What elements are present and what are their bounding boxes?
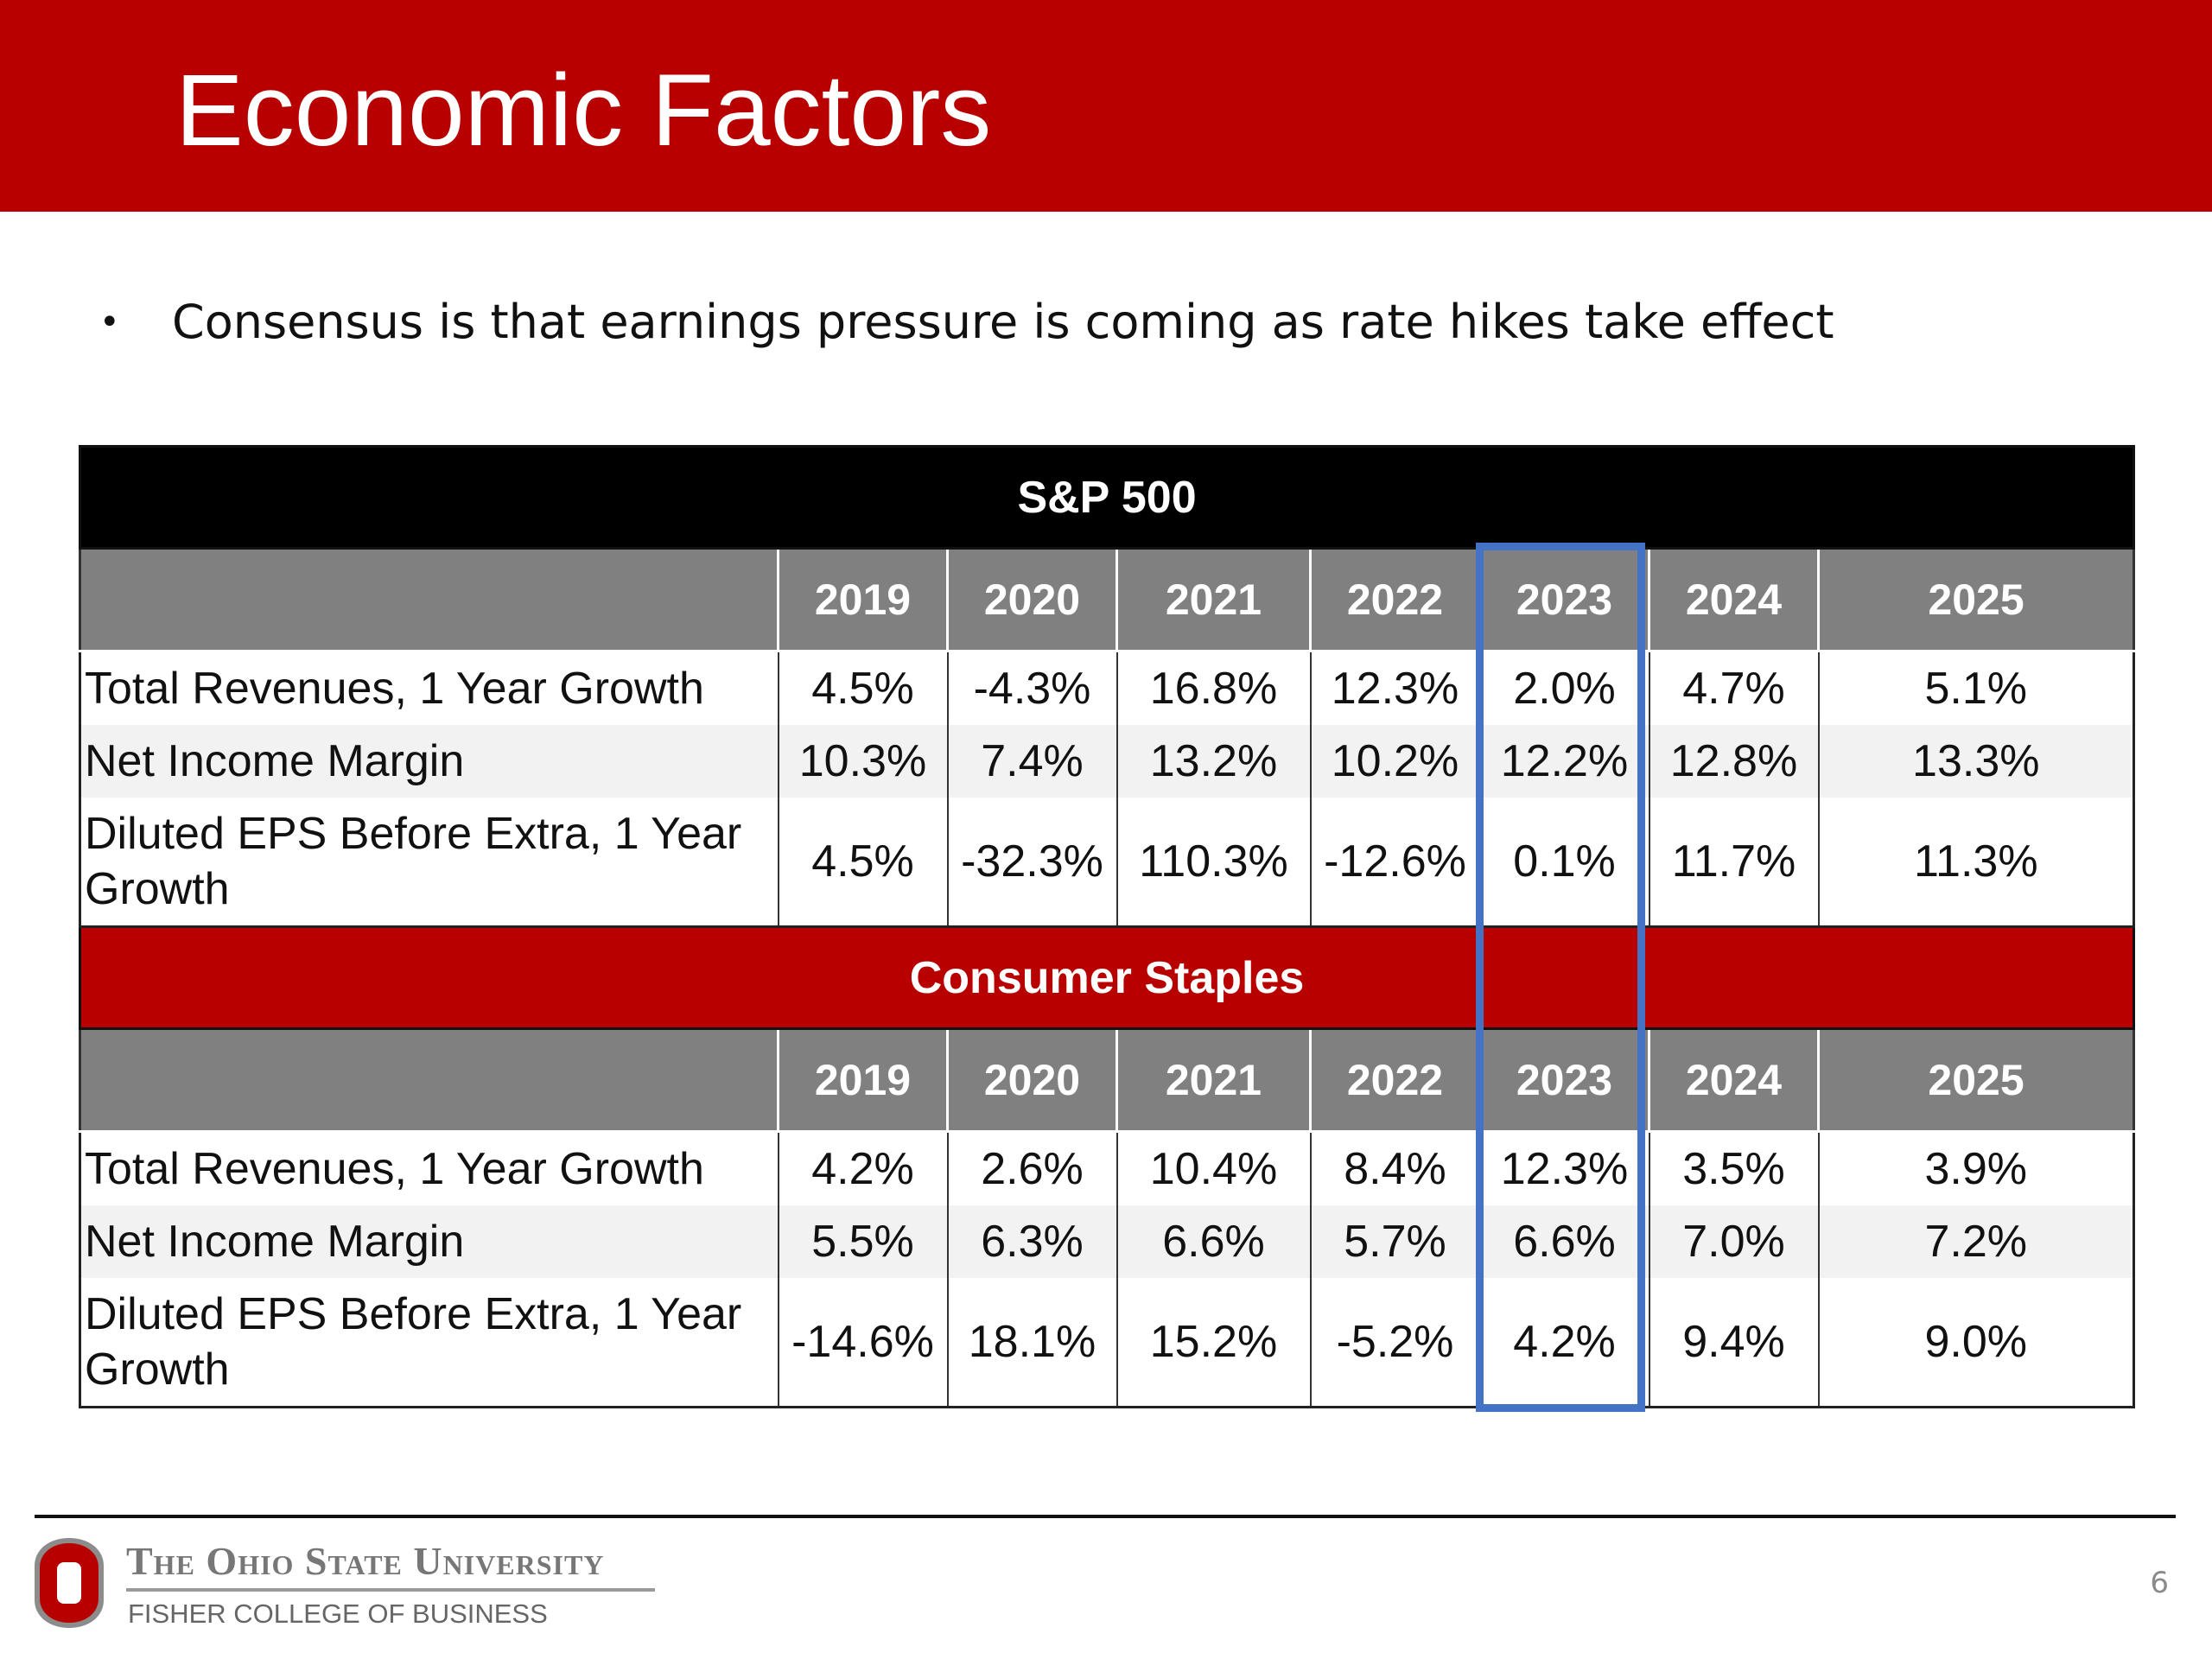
value-cell: 12.3% <box>1309 651 1481 725</box>
value-cell: 10.3% <box>777 725 949 798</box>
value-cell: -4.3% <box>946 651 1118 725</box>
bullet-text: Consensus is that earnings pressure is c… <box>172 295 1834 349</box>
value-cell: 13.3% <box>1817 725 2136 798</box>
row-label: Net Income Margin <box>79 725 779 798</box>
value-cell: 4.2% <box>777 1131 949 1205</box>
section-title: S&P 500 <box>78 445 2136 550</box>
slide-title: Economic Factors <box>175 54 992 168</box>
year-header-row: 2019 2020 2021 2022 2023 2024 2025 <box>79 1027 2136 1133</box>
section-header-row: S&P 500 <box>78 445 2136 550</box>
row-label: Total Revenues, 1 Year Growth <box>79 1131 779 1205</box>
table-row: Total Revenues, 1 Year Growth 4.5% -4.3%… <box>79 651 2136 725</box>
value-cell: 16.8% <box>1116 651 1312 725</box>
value-cell: -32.3% <box>946 798 1118 928</box>
value-cell: 11.7% <box>1648 798 1820 928</box>
year-header: 2025 <box>1816 1027 2136 1133</box>
footer-divider <box>35 1515 2176 1518</box>
year-header: 2021 <box>1116 1027 1312 1133</box>
value-cell: 4.5% <box>777 798 949 928</box>
value-cell: 18.1% <box>946 1278 1118 1408</box>
year-header: 2020 <box>946 547 1118 652</box>
university-name: The Ohio State University <box>126 1539 605 1583</box>
university-name-underline <box>126 1588 655 1592</box>
year-header: 2022 <box>1309 547 1481 652</box>
value-cell: 7.0% <box>1648 1205 1820 1278</box>
year-header: 2023 <box>1478 547 1650 652</box>
value-cell: 0.1% <box>1478 798 1650 928</box>
value-cell: 10.4% <box>1116 1131 1312 1205</box>
year-header-blank <box>79 1027 779 1133</box>
value-cell: 4.2% <box>1478 1278 1650 1408</box>
bullet-point: • Consensus is that earnings pressure is … <box>99 289 1834 355</box>
section-header-row: Consumer Staples <box>78 925 2136 1030</box>
data-table: S&P 500 2019 2020 2021 2022 2023 2024 20… <box>78 445 2136 1408</box>
value-cell: 12.2% <box>1478 725 1650 798</box>
value-cell: 2.0% <box>1478 651 1650 725</box>
value-cell: -5.2% <box>1309 1278 1481 1408</box>
value-cell: 3.9% <box>1817 1131 2136 1205</box>
value-cell: 5.5% <box>777 1205 949 1278</box>
row-label: Total Revenues, 1 Year Growth <box>79 651 779 725</box>
table-row: Diluted EPS Before Extra, 1 Year Growth … <box>79 798 2136 928</box>
year-header: 2022 <box>1309 1027 1481 1133</box>
year-header: 2019 <box>777 547 949 652</box>
year-header: 2024 <box>1648 547 1820 652</box>
row-label: Net Income Margin <box>79 1205 779 1278</box>
value-cell: 5.1% <box>1817 651 2136 725</box>
year-header: 2023 <box>1478 1027 1650 1133</box>
bullet-icon: • <box>99 302 120 342</box>
value-cell: 6.3% <box>946 1205 1118 1278</box>
value-cell: 7.2% <box>1817 1205 2136 1278</box>
value-cell: 12.3% <box>1478 1131 1650 1205</box>
value-cell: 5.7% <box>1309 1205 1481 1278</box>
year-header: 2025 <box>1816 547 2136 652</box>
year-header: 2019 <box>777 1027 949 1133</box>
value-cell: 7.4% <box>946 725 1118 798</box>
year-header: 2020 <box>946 1027 1118 1133</box>
value-cell: -12.6% <box>1309 798 1481 928</box>
table-row: Diluted EPS Before Extra, 1 Year Growth … <box>79 1278 2136 1408</box>
table-row: Net Income Margin 10.3% 7.4% 13.2% 10.2%… <box>79 725 2136 798</box>
value-cell: 4.7% <box>1648 651 1820 725</box>
value-cell: 110.3% <box>1116 798 1312 928</box>
page-number: 6 <box>2150 1566 2169 1600</box>
section-title: Consumer Staples <box>78 925 2136 1030</box>
value-cell: 9.0% <box>1817 1278 2136 1408</box>
row-label: Diluted EPS Before Extra, 1 Year Growth <box>79 798 779 928</box>
year-header: 2024 <box>1648 1027 1820 1133</box>
year-header-row: 2019 2020 2021 2022 2023 2024 2025 <box>79 547 2136 652</box>
value-cell: 9.4% <box>1648 1278 1820 1408</box>
value-cell: -14.6% <box>777 1278 949 1408</box>
year-header: 2021 <box>1116 547 1312 652</box>
value-cell: 3.5% <box>1648 1131 1820 1205</box>
table-row: Total Revenues, 1 Year Growth 4.2% 2.6% … <box>79 1131 2136 1205</box>
value-cell: 10.2% <box>1309 725 1481 798</box>
title-banner: Economic Factors <box>0 0 2212 212</box>
block-o-logo-icon <box>35 1538 104 1628</box>
value-cell: 2.6% <box>946 1131 1118 1205</box>
value-cell: 4.5% <box>777 651 949 725</box>
table-row: Net Income Margin 5.5% 6.3% 6.6% 5.7% 6.… <box>79 1205 2136 1278</box>
value-cell: 11.3% <box>1817 798 2136 928</box>
economic-factors-table: S&P 500 2019 2020 2021 2022 2023 2024 20… <box>78 445 2136 1408</box>
value-cell: 12.8% <box>1648 725 1820 798</box>
value-cell: 13.2% <box>1116 725 1312 798</box>
value-cell: 8.4% <box>1309 1131 1481 1205</box>
value-cell: 6.6% <box>1478 1205 1650 1278</box>
college-name: FISHER COLLEGE OF BUSINESS <box>128 1599 548 1629</box>
value-cell: 6.6% <box>1116 1205 1312 1278</box>
year-header-blank <box>79 547 779 652</box>
row-label: Diluted EPS Before Extra, 1 Year Growth <box>79 1278 779 1408</box>
value-cell: 15.2% <box>1116 1278 1312 1408</box>
